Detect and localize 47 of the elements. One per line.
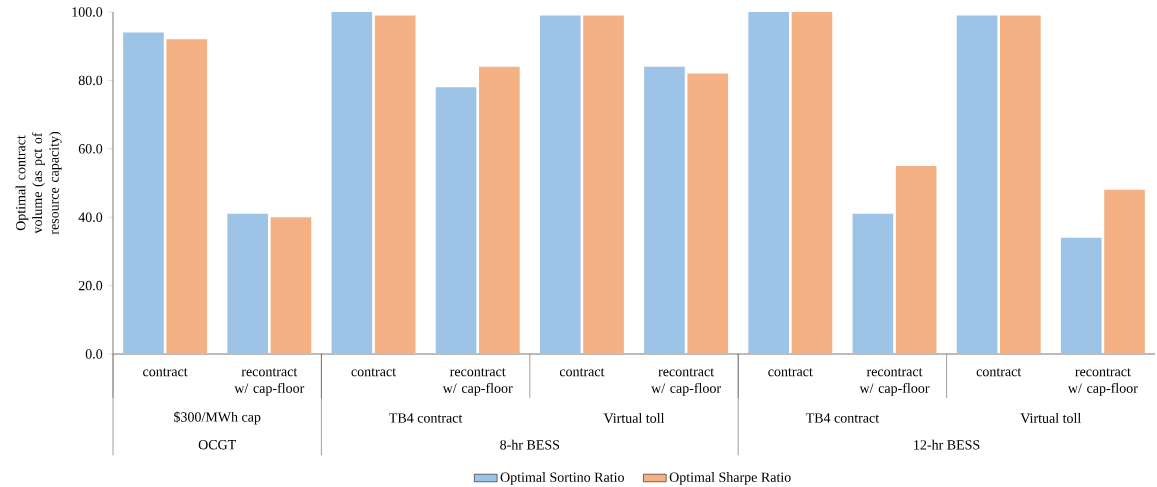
bar (166, 39, 208, 354)
x-tick-label: contract (143, 368, 188, 377)
x-tick-label: recontract w/ cap-floor (442, 368, 513, 396)
bar (227, 213, 268, 354)
text: $300/MWh cap (174, 411, 261, 425)
text: Virtual toll (603, 413, 665, 423)
bar (644, 66, 685, 354)
x-tick-label: contract (768, 368, 813, 377)
text: 12-hr BESS (914, 439, 980, 450)
bar (270, 217, 312, 354)
bar (895, 165, 937, 354)
y-tick-label: 0.0 (85, 349, 103, 359)
bar (687, 73, 729, 354)
text: Virtual toll (1020, 413, 1081, 423)
x-tick-label: contract (559, 368, 605, 377)
text: OCGT (198, 439, 237, 450)
bar (539, 15, 581, 354)
legend-label: Optimal Sharpe Ratio (669, 472, 791, 485)
bar (331, 12, 373, 354)
x-tick-label: contract (976, 368, 1022, 377)
bar (583, 15, 624, 354)
bar (1060, 237, 1102, 354)
bar (852, 213, 894, 354)
y-tick-label: 20.0 (78, 280, 103, 291)
bar (956, 15, 998, 354)
bar (748, 12, 789, 354)
text: TB4 contract (805, 413, 880, 423)
text: 8-hr BESS (500, 439, 560, 450)
x-tick-label: recontract w/ cap-floor (859, 368, 930, 396)
y-tick-label: 60.0 (78, 144, 103, 154)
y-axis-title: Optimal contract volume (as pct of resource capacity) (15, 131, 62, 235)
y-tick-label: 80.0 (78, 75, 103, 86)
bar (479, 66, 520, 354)
text: TB4 contract (389, 413, 463, 423)
y-tick-label: 40.0 (78, 212, 103, 222)
legend-label: Optimal Sortino Ratio (500, 472, 624, 485)
bar (1104, 189, 1145, 354)
x-tick-label: recontract w/ cap-floor (1067, 368, 1138, 396)
bar (435, 87, 477, 354)
x-tick-label: contract (351, 368, 396, 377)
x-tick-label: recontract w/ cap-floor (234, 368, 305, 396)
bar (374, 15, 416, 354)
y-tick-label: 100.0 (72, 7, 103, 17)
bar (791, 12, 833, 354)
x-tick-label: recontract w/ cap-floor (651, 368, 721, 396)
bar (123, 32, 164, 354)
bar (1000, 15, 1041, 354)
